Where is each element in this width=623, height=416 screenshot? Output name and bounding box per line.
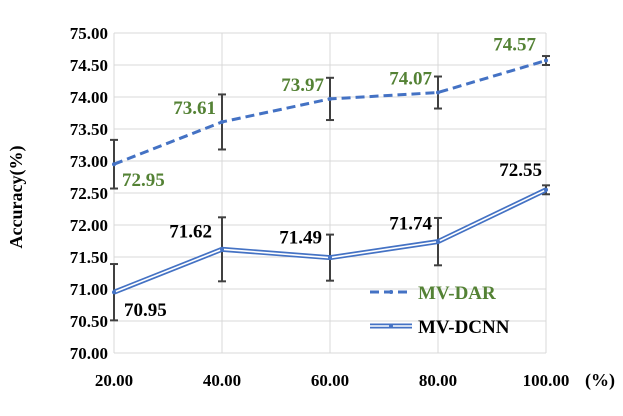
x-tick-label: 80.00 <box>419 371 457 390</box>
y-axis-ticks: 70.00 70.50 71.00 71.50 72.00 72.50 73.00 73.50… <box>70 24 108 363</box>
data-label: 73.97 <box>281 75 324 96</box>
data-point <box>328 96 332 101</box>
legend: MV-DAR MV-DCNN <box>370 283 510 338</box>
legend-marker <box>389 290 393 294</box>
y-axis-label: Accuracy(%) <box>6 146 27 249</box>
data-point <box>544 187 548 192</box>
data-point <box>436 239 440 244</box>
data-point <box>112 162 116 167</box>
data-point <box>436 90 440 95</box>
legend-marker <box>389 324 393 328</box>
data-label: 74.07 <box>389 69 432 90</box>
data-label: 73.61 <box>173 98 216 119</box>
x-tick-label: 60.00 <box>311 371 349 390</box>
series-lines <box>112 58 548 295</box>
y-tick-label: 71.50 <box>70 248 108 267</box>
y-tick-label: 73.50 <box>70 120 108 139</box>
data-point <box>220 247 224 252</box>
legend-label: MV-DAR <box>418 283 496 304</box>
x-tick-label: 40.00 <box>203 371 241 390</box>
y-tick-label: 74.00 <box>70 88 108 107</box>
data-point <box>544 58 548 63</box>
gridlines <box>113 32 547 354</box>
y-tick-label: 72.00 <box>70 216 108 235</box>
data-point <box>220 119 224 124</box>
y-tick-label: 72.50 <box>70 184 108 203</box>
data-label: 70.95 <box>124 300 167 321</box>
y-tick-label: 74.50 <box>70 56 108 75</box>
x-tick-label: 100.00 <box>523 371 570 390</box>
y-tick-label: 70.50 <box>70 312 108 331</box>
x-tick-label: 20.00 <box>95 371 133 390</box>
data-point <box>328 255 332 260</box>
y-tick-label: 71.00 <box>70 280 108 299</box>
data-label: 71.62 <box>169 221 212 242</box>
data-point <box>112 290 116 295</box>
y-tick-label: 75.00 <box>70 24 108 43</box>
data-label: 71.49 <box>279 228 322 249</box>
data-label: 72.95 <box>122 170 165 191</box>
data-label: 72.55 <box>499 160 542 181</box>
data-label: 71.74 <box>389 214 432 235</box>
y-tick-label: 73.00 <box>70 152 108 171</box>
y-tick-label: 70.00 <box>70 344 108 363</box>
data-labels: 72.95 73.61 73.97 74.07 74.57 70.95 71.62 71.49… <box>122 35 542 322</box>
data-label: 74.57 <box>493 35 536 56</box>
x-axis-unit: (%) <box>585 370 615 391</box>
x-axis-ticks: 20.00 40.00 60.00 80.00 100.00 <box>95 371 570 390</box>
legend-label: MV-DCNN <box>418 317 510 338</box>
